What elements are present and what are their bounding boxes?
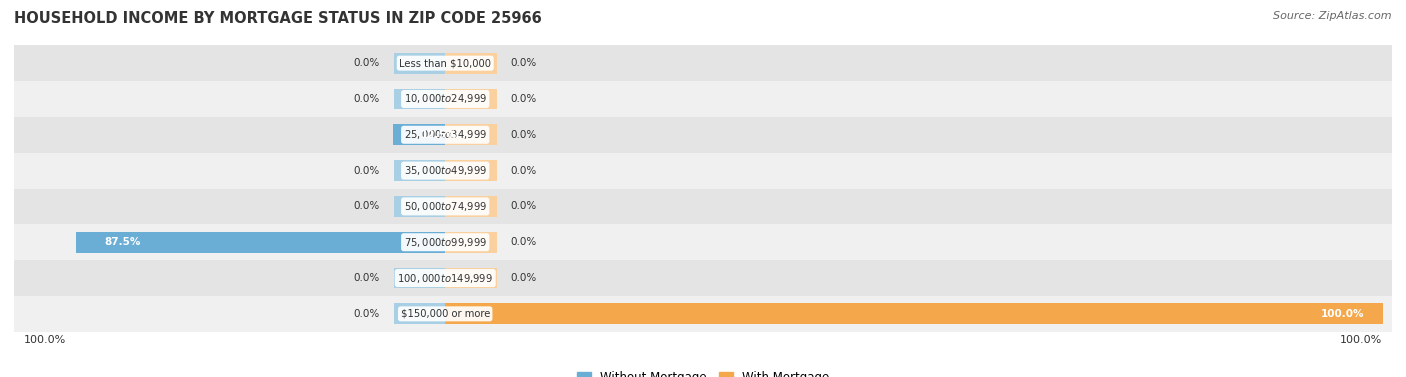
Bar: [394, 303, 446, 324]
Bar: [394, 89, 446, 109]
Bar: [14, 153, 1392, 188]
Bar: [394, 124, 446, 145]
Text: 0.0%: 0.0%: [510, 273, 537, 283]
Text: $75,000 to $99,999: $75,000 to $99,999: [404, 236, 486, 249]
Text: $25,000 to $34,999: $25,000 to $34,999: [404, 128, 486, 141]
Text: 0.0%: 0.0%: [353, 94, 380, 104]
Text: 0.0%: 0.0%: [353, 273, 380, 283]
Bar: [446, 268, 496, 288]
Bar: [446, 196, 496, 217]
Bar: [446, 303, 1382, 324]
Bar: [76, 232, 446, 253]
Bar: [446, 53, 496, 74]
Text: HOUSEHOLD INCOME BY MORTGAGE STATUS IN ZIP CODE 25966: HOUSEHOLD INCOME BY MORTGAGE STATUS IN Z…: [14, 11, 541, 26]
Bar: [392, 124, 446, 145]
Text: 0.0%: 0.0%: [510, 166, 537, 176]
Text: $100,000 to $149,999: $100,000 to $149,999: [398, 271, 494, 285]
Text: Source: ZipAtlas.com: Source: ZipAtlas.com: [1274, 11, 1392, 21]
Bar: [446, 124, 496, 145]
Bar: [446, 89, 496, 109]
Text: 100.0%: 100.0%: [1340, 335, 1382, 345]
Text: 12.5%: 12.5%: [420, 130, 457, 140]
Text: 100.0%: 100.0%: [1320, 309, 1364, 319]
Text: 0.0%: 0.0%: [510, 94, 537, 104]
Bar: [394, 53, 446, 74]
Text: 0.0%: 0.0%: [510, 201, 537, 211]
Text: $35,000 to $49,999: $35,000 to $49,999: [404, 164, 486, 177]
Text: 0.0%: 0.0%: [510, 58, 537, 68]
Text: 0.0%: 0.0%: [353, 201, 380, 211]
Text: $150,000 or more: $150,000 or more: [401, 309, 489, 319]
Text: 0.0%: 0.0%: [353, 309, 380, 319]
Bar: [394, 232, 446, 253]
Text: $50,000 to $74,999: $50,000 to $74,999: [404, 200, 486, 213]
Bar: [446, 232, 496, 253]
Bar: [14, 260, 1392, 296]
Bar: [14, 296, 1392, 332]
Text: Less than $10,000: Less than $10,000: [399, 58, 491, 68]
Text: 100.0%: 100.0%: [24, 335, 66, 345]
Bar: [394, 196, 446, 217]
Bar: [394, 268, 446, 288]
Bar: [14, 81, 1392, 117]
Bar: [14, 45, 1392, 81]
Bar: [446, 160, 496, 181]
Text: 0.0%: 0.0%: [510, 237, 537, 247]
Text: 0.0%: 0.0%: [353, 58, 380, 68]
Text: 87.5%: 87.5%: [104, 237, 141, 247]
Text: $10,000 to $24,999: $10,000 to $24,999: [404, 92, 486, 106]
Text: 0.0%: 0.0%: [353, 166, 380, 176]
Bar: [394, 160, 446, 181]
Bar: [14, 117, 1392, 153]
Bar: [14, 188, 1392, 224]
Text: 0.0%: 0.0%: [510, 130, 537, 140]
Bar: [14, 224, 1392, 260]
Bar: [446, 303, 496, 324]
Legend: Without Mortgage, With Mortgage: Without Mortgage, With Mortgage: [572, 366, 834, 377]
